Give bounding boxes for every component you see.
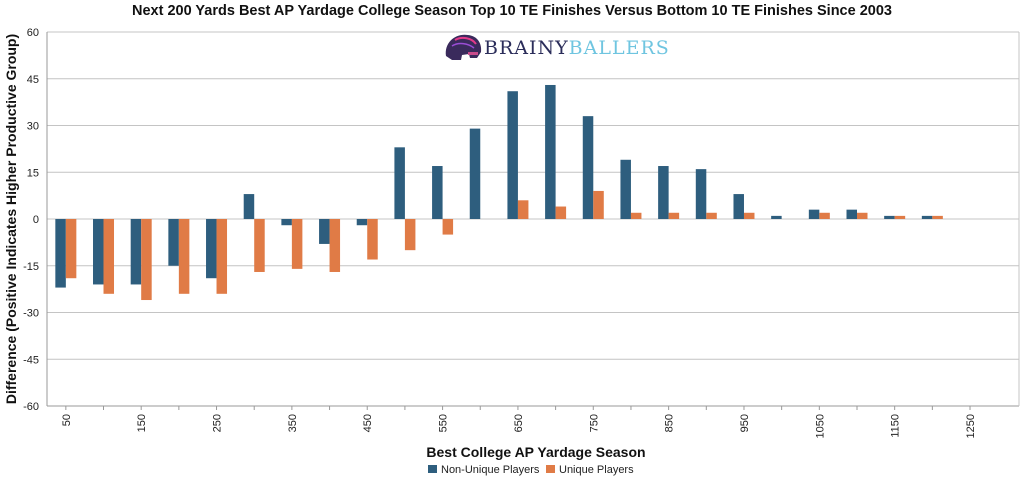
gridlines	[47, 31, 1019, 407]
bar-unique	[291, 219, 303, 269]
bar-non-unique	[356, 219, 368, 226]
y-tick-label: 30	[27, 121, 39, 133]
x-tick-label: 850	[664, 414, 676, 432]
y-tick-label: 15	[27, 167, 39, 179]
bar-non-unique	[55, 219, 66, 288]
bar-unique	[442, 219, 454, 235]
bar-non-unique	[545, 84, 556, 219]
bar-non-unique	[808, 209, 820, 219]
bar-non-unique	[921, 215, 933, 219]
bar-non-unique	[846, 209, 857, 219]
bar-non-unique	[582, 116, 594, 219]
x-tick-label: 550	[438, 414, 450, 432]
bar-non-unique	[243, 194, 255, 219]
bar-unique	[141, 219, 152, 301]
bar-unique	[517, 200, 529, 219]
logo: BRAINYBALLERS	[445, 34, 670, 60]
bar-non-unique	[319, 219, 330, 244]
x-tick-label: 50	[61, 414, 73, 426]
bar-unique	[367, 219, 378, 260]
x-axis-title: Best College AP Yardage Season	[426, 444, 645, 460]
bar-non-unique	[771, 215, 782, 219]
x-tick-label: 1250	[965, 414, 977, 438]
bar-non-unique	[394, 147, 405, 219]
y-tick-label: -45	[23, 354, 39, 366]
y-axis-title: Difference (Positive Indicates Higher Pr…	[3, 34, 19, 404]
bar-unique	[743, 212, 755, 219]
x-tick-label: 150	[136, 414, 148, 432]
bar-unique	[216, 219, 228, 294]
x-tick-label: 950	[739, 414, 751, 432]
bar-unique	[555, 206, 567, 219]
bar-non-unique	[281, 219, 292, 226]
x-tick-label: 1150	[890, 414, 902, 438]
bar-unique	[404, 219, 416, 251]
legend: Non-Unique Players Unique Players	[428, 464, 634, 476]
svg-text:BRAINYBALLERS: BRAINYBALLERS	[484, 37, 670, 59]
bar-unique	[894, 215, 906, 219]
x-tick-label: 1050	[814, 414, 826, 438]
bar-unique	[593, 190, 604, 219]
bar-non-unique	[695, 169, 707, 219]
bar-unique	[819, 212, 830, 219]
bar-unique	[103, 219, 115, 294]
y-tick-label: -60	[23, 401, 39, 413]
bars	[55, 84, 943, 301]
bar-unique	[254, 219, 265, 272]
legend-label: Non-Unique Players	[441, 464, 540, 476]
bar-non-unique	[658, 166, 669, 219]
bar-non-unique	[507, 91, 518, 219]
bar-non-unique	[206, 219, 217, 279]
bar-non-unique	[620, 159, 631, 219]
y-tick-label: 60	[27, 27, 39, 39]
x-tick-label: 350	[287, 414, 299, 432]
x-tick-label: 450	[362, 414, 374, 432]
x-tick-label: 250	[212, 414, 224, 432]
bar-non-unique	[432, 166, 443, 219]
y-tick-label: -15	[23, 261, 39, 273]
bar-unique	[630, 212, 642, 219]
y-tick-label: 0	[33, 214, 39, 226]
bar-non-unique	[93, 219, 104, 285]
x-tick-labels: 50 150 250 350 450 550 650 750 850 950 1050 1150 125…	[61, 406, 977, 438]
legend-swatch	[546, 465, 555, 473]
x-tick-label: 750	[588, 414, 600, 432]
bar-unique	[178, 219, 190, 294]
bar-unique	[668, 212, 680, 219]
legend-swatch	[428, 465, 437, 473]
x-tick-label: 650	[513, 414, 525, 432]
bar-unique	[329, 219, 341, 272]
bar-non-unique	[469, 128, 481, 219]
bar-non-unique	[130, 219, 142, 285]
bar-unique	[65, 219, 77, 279]
chart-title: Next 200 Yards Best AP Yardage College S…	[132, 3, 892, 19]
logo-text-ballers: BALLERS	[569, 37, 670, 59]
y-tick-labels: 60 45 30 15 0 -15 -30 -45 -60	[23, 27, 39, 413]
bar-non-unique	[168, 219, 179, 266]
helmet-icon	[445, 34, 482, 60]
bar-unique	[932, 215, 943, 219]
bar-non-unique	[733, 194, 744, 219]
y-tick-label: -30	[23, 308, 39, 320]
logo-text-brainy: BRAINY	[484, 37, 569, 59]
y-tick-label: 45	[27, 74, 39, 86]
legend-label: Unique Players	[559, 464, 634, 476]
bar-unique	[706, 212, 717, 219]
bar-non-unique	[884, 215, 895, 219]
bar-unique	[857, 212, 868, 219]
